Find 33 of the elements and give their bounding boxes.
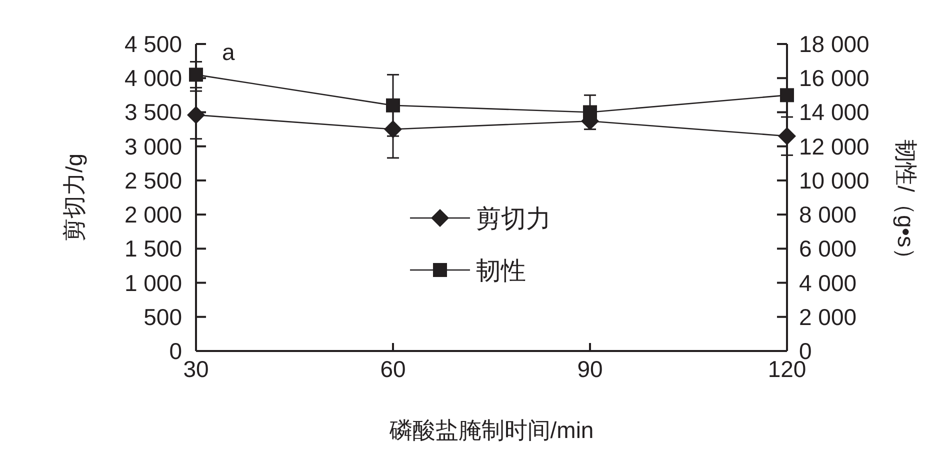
- x-tick-label: 30: [183, 356, 209, 382]
- y-tick-label: 2 500: [124, 167, 182, 194]
- y2-tick-label: 8 000: [799, 202, 857, 228]
- y2-tick-label: 18 000: [799, 31, 870, 57]
- y2-tick-label: 12 000: [799, 133, 870, 160]
- y2-tick-label: 4 000: [799, 270, 857, 296]
- y2-axis-title: 韧性/（g•s）: [893, 140, 919, 270]
- y-tick-label: 3 500: [124, 99, 182, 126]
- x-tick-label: 90: [577, 356, 603, 382]
- y-tick-label: 1 500: [124, 236, 182, 262]
- y-tick-label: 0: [169, 338, 182, 364]
- point: [386, 98, 400, 112]
- y-axis-title: 剪切力/g: [61, 153, 87, 242]
- y2-tick-label: 14 000: [799, 99, 870, 126]
- legend-label: 韧性: [476, 257, 526, 285]
- annotation: a: [222, 39, 235, 65]
- point: [189, 68, 203, 82]
- point: [778, 127, 796, 146]
- y-tick-label: 2 000: [124, 202, 182, 228]
- x-axis-title: 磷酸盐腌制时间/min: [388, 417, 594, 443]
- y-tick-label: 500: [144, 304, 182, 330]
- point: [780, 88, 794, 102]
- y-tick-label: 3 000: [124, 133, 182, 160]
- y2-tick-label: 16 000: [799, 65, 870, 92]
- y-tick-label: 1 000: [124, 270, 182, 296]
- y-tick-label: 4 500: [124, 31, 182, 57]
- y2-tick-label: 10 000: [799, 167, 870, 194]
- legend-label: 剪切力: [476, 205, 551, 233]
- x-tick-label: 60: [380, 356, 406, 382]
- y2-tick-label: 6 000: [799, 236, 857, 262]
- y2-tick-label: 2 000: [799, 304, 857, 330]
- y-tick-label: 4 000: [124, 65, 182, 92]
- point: [583, 105, 597, 120]
